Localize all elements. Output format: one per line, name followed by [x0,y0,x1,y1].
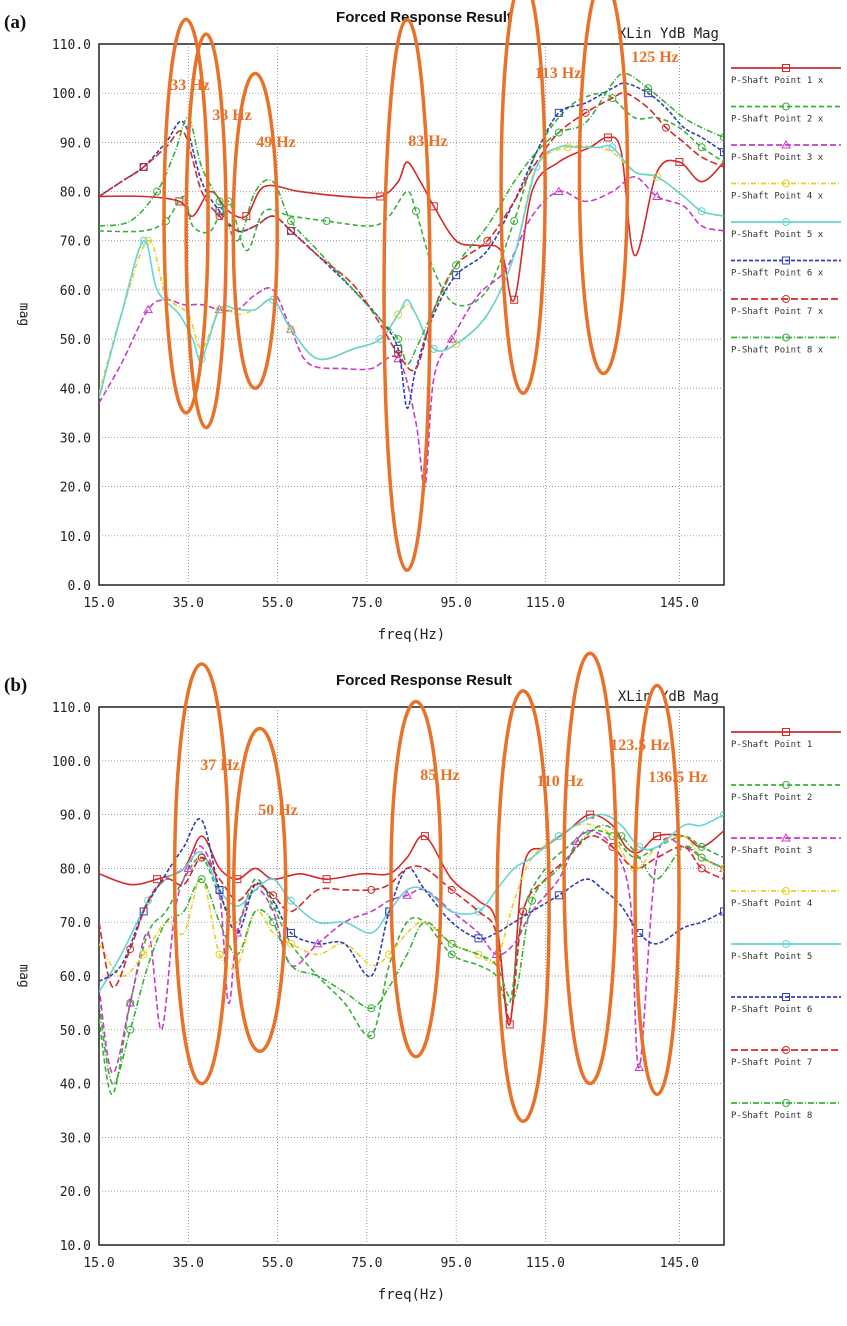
legend-label: P-Shaft Point 4 x [731,192,824,202]
legend-label: P-Shaft Point 7 [731,1058,812,1068]
legend-label: P-Shaft Point 5 [731,952,812,962]
x-tick-label: 15.0 [83,1256,114,1271]
y-tick-label: 30.0 [60,1131,91,1146]
legend-entry-8: P-Shaft Point 8 x [731,334,841,356]
y-tick-label: 30.0 [60,431,91,446]
legend-label: P-Shaft Point 3 x [731,153,824,163]
legend-label: P-Shaft Point 1 [731,740,812,750]
legend-label: P-Shaft Point 1 x [731,76,824,86]
y-tick-label: 10.0 [60,1239,91,1254]
y-tick-label: 90.0 [60,136,91,151]
legend-label: P-Shaft Point 7 x [731,307,824,317]
legend-label: P-Shaft Point 8 [731,1111,812,1121]
x-axis-label: freq(Hz) [378,1287,445,1303]
legend-entry-7: P-Shaft Point 7 [731,1047,841,1069]
y-tick-label: 100.0 [52,755,91,770]
chart-panel-b: (b) Forced Response Result XLin YdB Mag 10.… [4,653,841,1303]
y-tick-label: 50.0 [60,1024,91,1039]
y-tick-label: 60.0 [60,284,91,299]
y-axis-label: mag [16,303,31,326]
panel-label: (b) [4,675,27,696]
legend-entry-2: P-Shaft Point 2 x [731,103,841,125]
legend-entry-6: P-Shaft Point 6 x [731,257,841,279]
x-tick-label: 55.0 [262,596,293,611]
annotation-label: 50 Hz [258,802,298,819]
annotation-label: 85 Hz [420,767,460,784]
legend-entry-3: P-Shaft Point 3 x [731,141,841,163]
y-axis-label: mag [16,964,31,987]
legend-label: P-Shaft Point 6 x [731,269,824,279]
x-tick-label: 15.0 [83,596,114,611]
chart-title: Forced Response Result [336,9,512,26]
panel-label: (a) [4,12,26,33]
x-tick-label: 145.0 [660,1256,699,1271]
chart-panel-a: (a) Forced Response Result XLin YdB Mag 0.0… [4,0,841,643]
legend-entry-3: P-Shaft Point 3 [731,834,841,856]
legend-entry-5: P-Shaft Point 5 [731,941,841,963]
y-tick-label: 20.0 [60,1185,91,1200]
legend-label: P-Shaft Point 3 [731,846,812,856]
legend-label: P-Shaft Point 2 x [731,115,824,125]
legend-entry-5: P-Shaft Point 5 x [731,219,841,241]
annotation-label: 33 Hz [170,77,210,94]
scale-mode-label: XLin YdB Mag [618,26,719,42]
y-tick-label: 110.0 [52,701,91,716]
y-tick-label: 20.0 [60,481,91,496]
legend-entry-4: P-Shaft Point 4 [731,888,841,910]
annotation-label: 49 Hz [256,134,296,151]
y-tick-label: 110.0 [52,38,91,53]
x-tick-label: 115.0 [526,1256,565,1271]
legend-entry-6: P-Shaft Point 6 [731,994,841,1016]
legend-label: P-Shaft Point 4 [731,899,812,909]
x-tick-label: 35.0 [173,1256,204,1271]
legend-label: P-Shaft Point 6 [731,1005,812,1015]
legend-entry-1: P-Shaft Point 1 x [731,65,841,87]
y-tick-label: 10.0 [60,530,91,545]
annotation-label: 110 Hz [537,773,584,790]
annotation-label: 125 Hz [631,49,679,66]
y-tick-label: 80.0 [60,186,91,201]
legend-entry-2: P-Shaft Point 2 [731,782,841,804]
y-tick-label: 70.0 [60,235,91,250]
legend-label: P-Shaft Point 2 [731,793,812,803]
y-tick-label: 40.0 [60,382,91,397]
x-tick-label: 75.0 [351,596,382,611]
x-tick-label: 95.0 [440,1256,471,1271]
legend-label: P-Shaft Point 5 x [731,230,824,240]
legend-entry-1: P-Shaft Point 1 [731,729,841,751]
annotation-label: 83 Hz [408,133,448,150]
y-tick-label: 50.0 [60,333,91,348]
x-tick-label: 55.0 [262,1256,293,1271]
plot-frame [99,44,724,585]
annotation-label: 37 Hz [200,757,240,774]
annotation-label: 113 Hz [535,65,582,82]
y-tick-label: 60.0 [60,970,91,985]
annotation-label: 38 Hz [212,107,252,124]
legend-entry-7: P-Shaft Point 7 x [731,296,841,318]
y-tick-label: 80.0 [60,862,91,877]
x-tick-label: 35.0 [173,596,204,611]
y-tick-label: 100.0 [52,87,91,102]
x-tick-label: 95.0 [440,596,471,611]
chart-title: Forced Response Result [336,672,512,689]
x-tick-label: 145.0 [660,596,699,611]
annotation-label: 136.5 Hz [648,769,708,786]
plot-area [99,707,724,1245]
legend-entry-8: P-Shaft Point 8 [731,1100,841,1122]
x-tick-label: 75.0 [351,1256,382,1271]
y-tick-label: 0.0 [68,579,91,594]
y-tick-label: 40.0 [60,1078,91,1093]
legend-entry-4: P-Shaft Point 4 x [731,180,841,202]
legend-label: P-Shaft Point 8 x [731,346,824,356]
x-tick-label: 115.0 [526,596,565,611]
y-tick-label: 90.0 [60,809,91,824]
y-tick-label: 70.0 [60,916,91,931]
x-axis-label: freq(Hz) [378,627,445,643]
scale-mode-label: XLin YdB Mag [618,689,719,705]
plot-area [99,44,724,585]
